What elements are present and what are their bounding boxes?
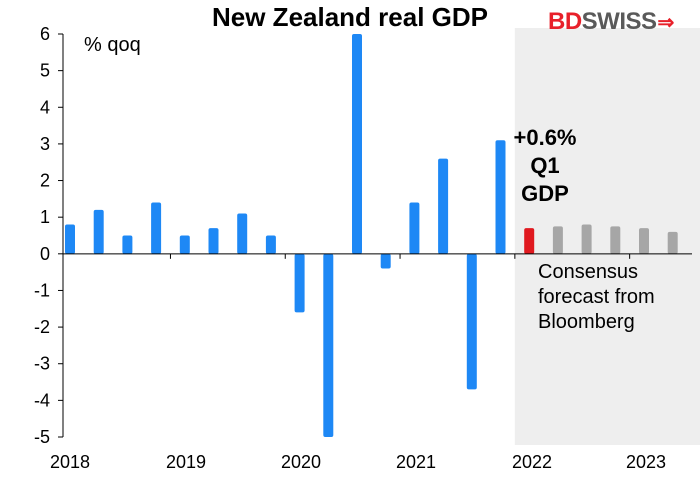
y-tick-label: -4: [34, 390, 50, 410]
y-tick-label: 5: [40, 61, 50, 81]
actual-bar: [265, 235, 276, 254]
forecast-bar: [552, 226, 563, 254]
q1-gdp-label: GDP: [521, 181, 569, 206]
forecast-bar: [581, 224, 592, 254]
x-year-label: 2023: [626, 452, 666, 472]
q1-gdp-quarter: Q1: [530, 153, 560, 178]
actual-bar: [151, 202, 162, 254]
forecast-bar: [639, 228, 649, 254]
actual-bar: [294, 253, 305, 313]
actual-bar: [495, 140, 506, 254]
bdswiss-logo: BDSWISS⇒: [548, 8, 674, 36]
y-tick-label: -1: [34, 280, 50, 300]
q1-gdp-bar: [524, 228, 535, 254]
forecast-annotation: Consensus forecast from Bloomberg: [538, 260, 655, 335]
forecast-line-2: forecast from: [538, 286, 655, 308]
x-year-label: 2021: [396, 452, 436, 472]
forecast-line-3: Bloomberg: [538, 311, 635, 333]
logo-arrow-icon: ⇒: [657, 12, 675, 34]
actual-bar: [380, 253, 391, 269]
actual-bar: [237, 213, 248, 254]
y-tick-label: 4: [40, 97, 50, 117]
x-year-label: 2022: [512, 452, 552, 472]
actual-bar: [179, 235, 190, 254]
x-year-label: 2018: [50, 452, 90, 472]
actual-bar: [438, 158, 449, 254]
chart-title: New Zealand real GDP: [212, 2, 488, 32]
actual-bar: [323, 253, 334, 437]
actual-bar: [466, 253, 477, 390]
y-tick-label: 6: [40, 24, 50, 44]
q1-gdp-annotation: +0.6% Q1 GDP: [500, 124, 590, 208]
y-tick-label: 2: [40, 171, 50, 191]
actual-bar: [122, 235, 133, 254]
logo-swiss-text: SWISS: [581, 8, 657, 35]
x-year-label: 2020: [281, 452, 321, 472]
actual-bar: [65, 224, 75, 254]
y-tick-label: 0: [40, 244, 50, 264]
y-tick-label: 3: [40, 134, 50, 154]
actual-bar: [409, 202, 420, 254]
logo-bd-text: BD: [548, 8, 582, 35]
y-axis-unit-label: % qoq: [84, 34, 141, 56]
y-tick-label: -5: [34, 427, 50, 447]
forecast-bar: [610, 226, 621, 254]
forecast-line-1: Consensus: [538, 261, 639, 283]
y-tick-label: 1: [40, 207, 50, 227]
y-tick-label: -3: [34, 354, 50, 374]
y-tick-label: -2: [34, 317, 50, 337]
actual-bar: [352, 34, 362, 254]
actual-bar: [208, 228, 219, 254]
x-year-label: 2019: [166, 452, 206, 472]
forecast-bar: [667, 231, 678, 254]
q1-gdp-value: +0.6%: [513, 125, 577, 150]
actual-bar: [93, 209, 104, 254]
